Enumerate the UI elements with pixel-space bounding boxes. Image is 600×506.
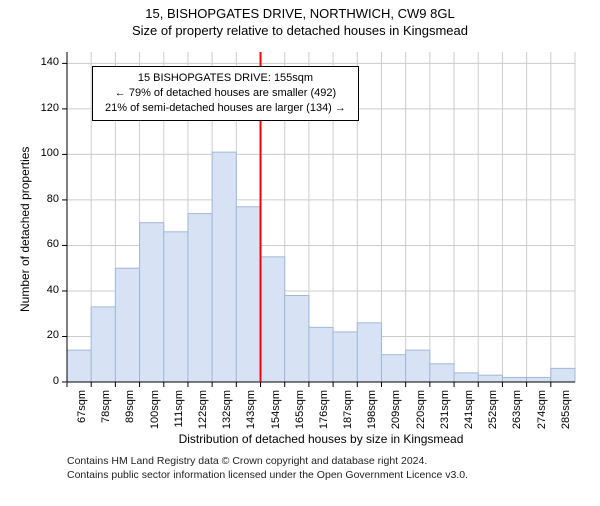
x-tick: 78sqm [100,390,112,434]
y-tick: 120 [29,102,59,114]
reference-callout: 15 BISHOPGATES DRIVE: 155sqm ← 79% of de… [92,66,359,121]
y-tick: 0 [29,375,59,387]
footer-text: Contains HM Land Registry data © Crown c… [67,454,468,482]
x-tick: 241sqm [463,390,475,434]
x-axis-label: Distribution of detached houses by size … [67,432,575,446]
callout-line-1: 15 BISHOPGATES DRIVE: 155sqm [105,71,346,86]
x-tick: 165sqm [294,390,306,434]
x-tick: 143sqm [245,390,257,434]
footer-line-1: Contains HM Land Registry data © Crown c… [67,454,468,468]
x-tick: 111sqm [173,390,185,434]
x-tick: 132sqm [221,390,233,434]
x-tick: 231sqm [439,390,451,434]
y-tick: 100 [29,147,59,159]
callout-line-3: 21% of semi-detached houses are larger (… [105,101,346,116]
x-tick: 100sqm [149,390,161,434]
x-tick: 263sqm [511,390,523,434]
y-tick: 60 [29,238,59,250]
y-tick: 140 [29,56,59,68]
callout-line-2: ← 79% of detached houses are smaller (49… [105,86,346,101]
x-tick: 220sqm [415,390,427,434]
x-tick: 209sqm [390,390,402,434]
x-tick: 285sqm [560,390,572,434]
x-tick: 122sqm [197,390,209,434]
y-tick: 40 [29,284,59,296]
x-tick: 252sqm [487,390,499,434]
x-tick: 176sqm [318,390,330,434]
x-tick: 154sqm [270,390,282,434]
footer-line-2: Contains public sector information licen… [67,468,468,482]
x-tick: 67sqm [76,390,88,434]
x-tick: 187sqm [342,390,354,434]
y-tick: 80 [29,193,59,205]
y-tick: 20 [29,329,59,341]
x-tick: 198sqm [366,390,378,434]
x-tick: 274sqm [536,390,548,434]
x-tick: 89sqm [124,390,136,434]
